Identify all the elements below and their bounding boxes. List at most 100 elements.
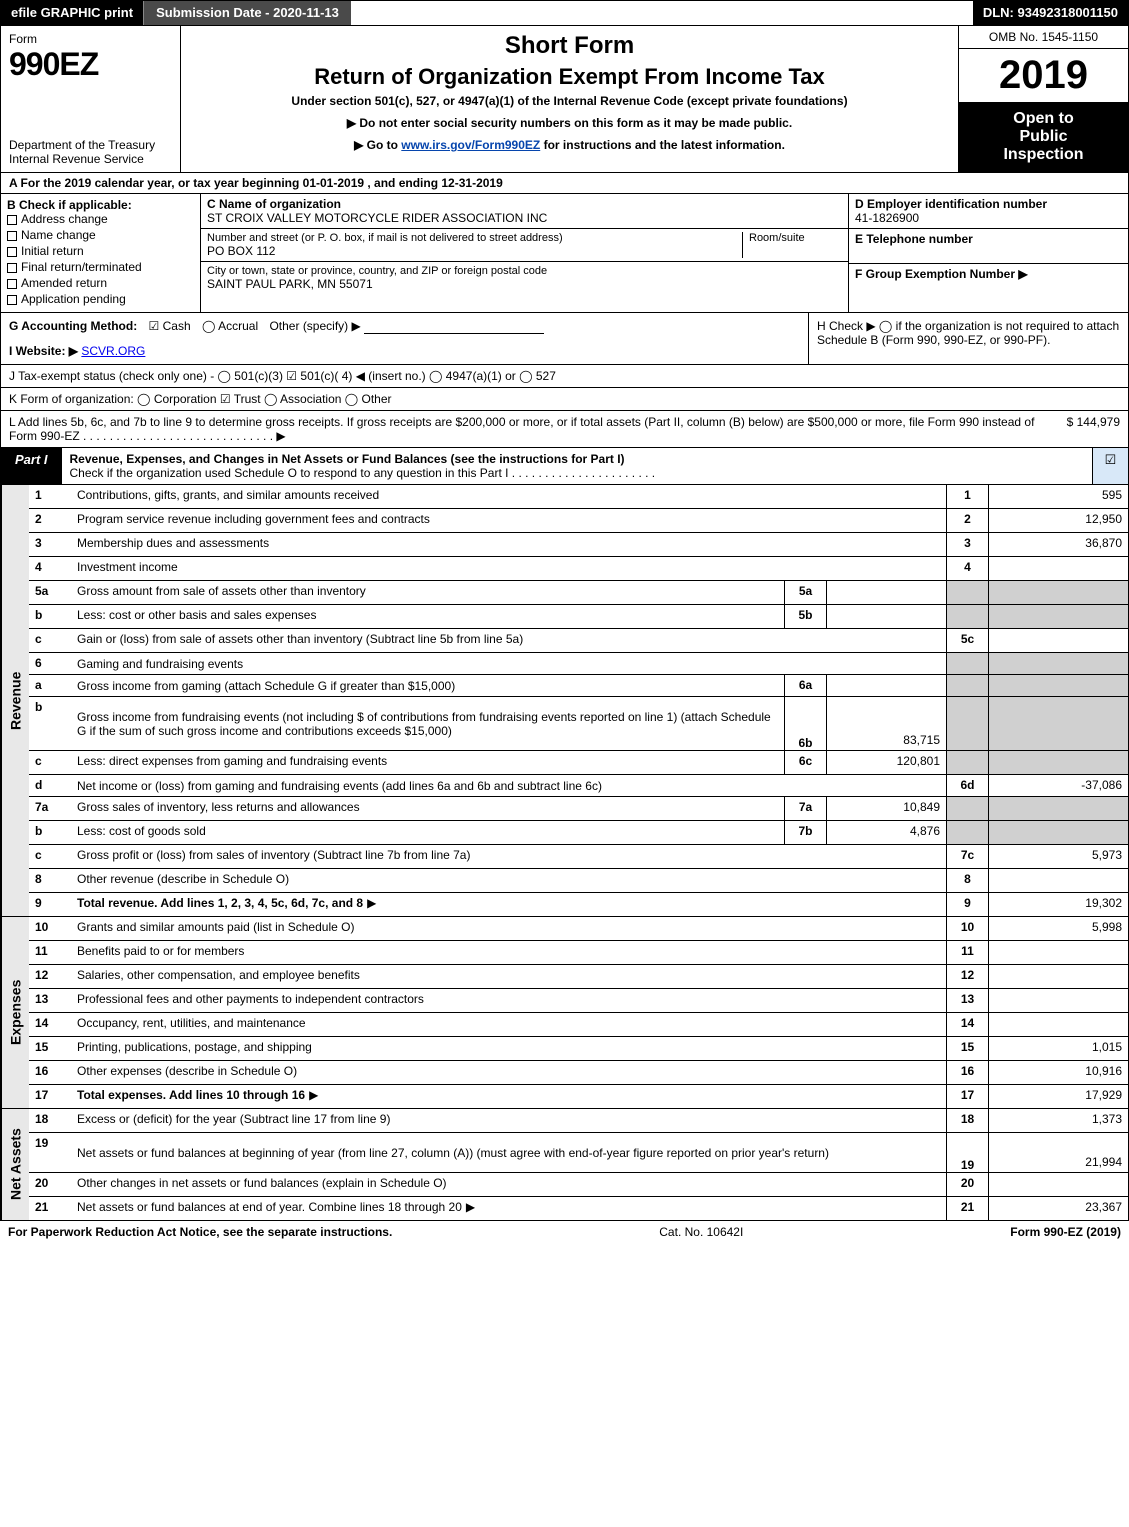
- chk-label: Name change: [21, 228, 96, 242]
- inner-value: 120,801: [826, 751, 946, 774]
- group-exemption-label: F Group Exemption Number ▶: [855, 267, 1122, 281]
- line-value: 17,929: [988, 1085, 1128, 1108]
- line-num: 6: [29, 653, 71, 674]
- line-desc: Contributions, gifts, grants, and simila…: [71, 485, 946, 508]
- line-value-shade: [988, 821, 1128, 844]
- line-value-shade: [988, 797, 1128, 820]
- inner-value: 10,849: [826, 797, 946, 820]
- line-7a: 7a Gross sales of inventory, less return…: [29, 797, 1128, 821]
- chk-name-change[interactable]: Name change: [7, 228, 194, 242]
- line-ref-shade: [946, 751, 988, 774]
- telephone-label: E Telephone number: [855, 232, 1122, 246]
- efile-print-label[interactable]: efile GRAPHIC print: [1, 1, 143, 25]
- checkbox-icon[interactable]: [7, 215, 17, 225]
- line-num: 15: [29, 1037, 71, 1060]
- line-text: Gain or (loss) from sale of assets other…: [77, 632, 523, 649]
- line-desc: Salaries, other compensation, and employ…: [71, 965, 946, 988]
- checkbox-icon[interactable]: [7, 263, 17, 273]
- line-num: d: [29, 775, 71, 796]
- line-value-shade: [988, 697, 1128, 750]
- line-num: c: [29, 629, 71, 652]
- open-line2: Public: [963, 128, 1124, 146]
- line-ref: 8: [946, 869, 988, 892]
- line-ref: 21: [946, 1197, 988, 1220]
- col-c: C Name of organization ST CROIX VALLEY M…: [201, 194, 848, 312]
- line-desc: Grants and similar amounts paid (list in…: [71, 917, 946, 940]
- part1-tab: Part I: [1, 448, 62, 484]
- line-num: 18: [29, 1109, 71, 1132]
- line-21: 21 Net assets or fund balances at end of…: [29, 1197, 1128, 1220]
- header-left: Form 990EZ Department of the Treasury In…: [1, 26, 181, 172]
- line-text: Less: cost of goods sold: [77, 824, 206, 841]
- line-num: a: [29, 675, 71, 696]
- inner-ref: 6b: [784, 697, 826, 750]
- inner-value: 83,715: [826, 697, 946, 750]
- revenue-lines: 1 Contributions, gifts, grants, and simi…: [29, 485, 1128, 916]
- footer: For Paperwork Reduction Act Notice, see …: [0, 1221, 1129, 1243]
- inner-value: [826, 581, 946, 604]
- dept-treasury: Department of the Treasury Internal Reve…: [9, 138, 172, 166]
- line-num: 13: [29, 989, 71, 1012]
- line-ref: 5c: [946, 629, 988, 652]
- inner-ref: 7a: [784, 797, 826, 820]
- line-text: Contributions, gifts, grants, and simila…: [77, 488, 379, 505]
- part1-check-cell[interactable]: ☑: [1092, 448, 1128, 484]
- chk-application-pending[interactable]: Application pending: [7, 292, 194, 306]
- line-text: Benefits paid to or for members: [77, 944, 244, 961]
- line-ref: 16: [946, 1061, 988, 1084]
- irs-link[interactable]: www.irs.gov/Form990EZ: [401, 138, 540, 152]
- goto-line: ▶ Go to www.irs.gov/Form990EZ for instru…: [189, 138, 950, 152]
- section-bcdef: B Check if applicable: Address change Na…: [0, 194, 1129, 313]
- other-option[interactable]: Other (specify) ▶: [269, 319, 360, 333]
- line-desc: Total expenses. Add lines 10 through 16▶: [71, 1085, 946, 1108]
- inner-ref: 5a: [784, 581, 826, 604]
- line-desc: Net income or (loss) from gaming and fun…: [71, 775, 946, 796]
- inner-ref: 6a: [784, 675, 826, 696]
- line-value: [988, 869, 1128, 892]
- line-value: 12,950: [988, 509, 1128, 532]
- line-7b: b Less: cost of goods sold 7b 4,876: [29, 821, 1128, 845]
- inner-value: [826, 675, 946, 696]
- topbar-spacer: [351, 1, 973, 25]
- line-num: 17: [29, 1085, 71, 1108]
- line-ref: 20: [946, 1173, 988, 1196]
- checkbox-icon[interactable]: [7, 231, 17, 241]
- line-value-shade: [988, 653, 1128, 674]
- form-number: 990EZ: [9, 46, 172, 83]
- checkbox-icon[interactable]: [7, 279, 17, 289]
- line-ref: 6d: [946, 775, 988, 796]
- line-value: 595: [988, 485, 1128, 508]
- chk-final-return[interactable]: Final return/terminated: [7, 260, 194, 274]
- website-link[interactable]: SCVR.ORG: [81, 344, 145, 358]
- dept-line1: Department of the Treasury: [9, 138, 172, 152]
- org-name-label: C Name of organization: [207, 197, 842, 211]
- line-ref: 13: [946, 989, 988, 1012]
- line-num: 4: [29, 557, 71, 580]
- line-num: 9: [29, 893, 71, 916]
- line-19: 19 Net assets or fund balances at beginn…: [29, 1133, 1128, 1173]
- open-to-public-box: Open to Public Inspection: [959, 102, 1128, 172]
- checkbox-icon[interactable]: [7, 295, 17, 305]
- line-6c: c Less: direct expenses from gaming and …: [29, 751, 1128, 775]
- chk-address-change[interactable]: Address change: [7, 212, 194, 226]
- chk-initial-return[interactable]: Initial return: [7, 244, 194, 258]
- line-10: 10 Grants and similar amounts paid (list…: [29, 917, 1128, 941]
- header-mid: Short Form Return of Organization Exempt…: [181, 26, 958, 172]
- room-suite-label: Room/suite: [749, 232, 842, 244]
- section-ghi: G Accounting Method: ☑ Cash ◯ Accrual Ot…: [0, 313, 1129, 365]
- line-text: Membership dues and assessments: [77, 536, 269, 553]
- line-text: Net assets or fund balances at end of ye…: [77, 1200, 462, 1217]
- cash-option[interactable]: Cash: [163, 319, 191, 333]
- chk-label: Address change: [21, 212, 108, 226]
- line-ref-shade: [946, 653, 988, 674]
- line-ref: 11: [946, 941, 988, 964]
- line-value: [988, 989, 1128, 1012]
- line-num: b: [29, 697, 71, 750]
- net-assets-section: Net Assets 18 Excess or (deficit) for th…: [0, 1109, 1129, 1221]
- line-text: Other expenses (describe in Schedule O): [77, 1064, 297, 1081]
- accrual-option[interactable]: Accrual: [218, 319, 258, 333]
- expenses-side-tab: Expenses: [1, 917, 29, 1108]
- checkbox-icon[interactable]: [7, 247, 17, 257]
- inner-value: 4,876: [826, 821, 946, 844]
- chk-amended-return[interactable]: Amended return: [7, 276, 194, 290]
